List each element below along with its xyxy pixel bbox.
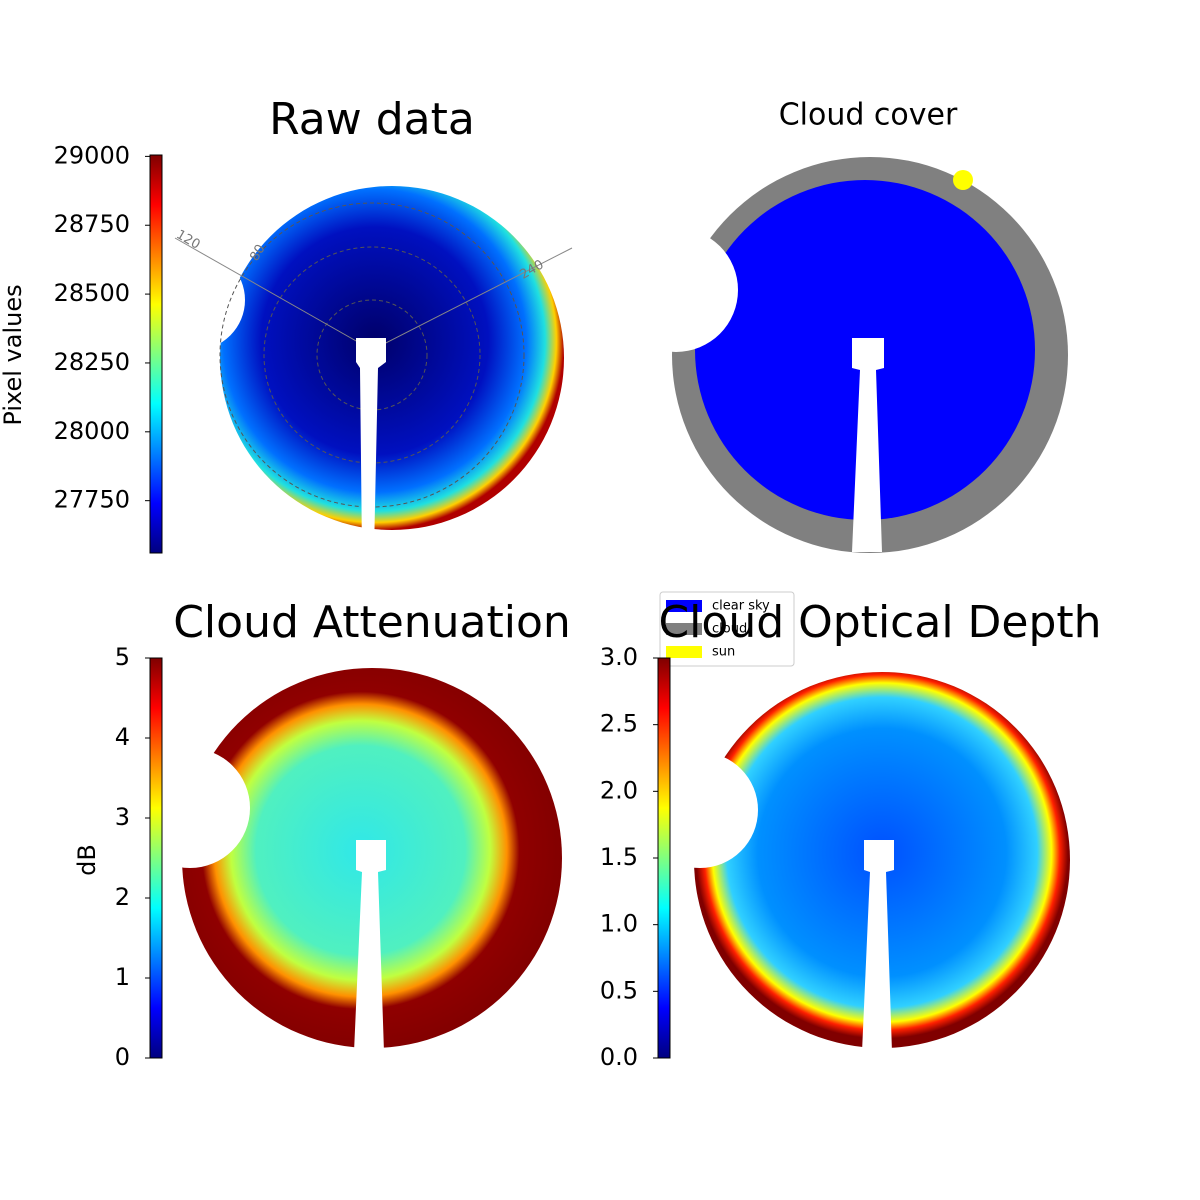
legend-swatch bbox=[666, 600, 702, 612]
colorbar-tick-label: 0.0 bbox=[600, 1043, 638, 1071]
colorbar-tick-label: 5 bbox=[115, 643, 130, 671]
colorbar-tick-label: 0.5 bbox=[600, 976, 638, 1004]
colorbar-tick-label: 27750 bbox=[54, 486, 130, 514]
colorbar-tick-label: 29000 bbox=[54, 141, 130, 169]
colorbar-tick-label: 2 bbox=[115, 883, 130, 911]
colorbar-tick-label: 2.5 bbox=[600, 710, 638, 738]
colorbar-tick-label: 28250 bbox=[54, 348, 130, 376]
colorbar-tick-label: 28500 bbox=[54, 279, 130, 307]
colorbar bbox=[657, 657, 671, 1059]
colorbar-label: dB bbox=[73, 844, 101, 876]
legend-label: clear sky bbox=[712, 599, 770, 614]
polar-annotation: 120 bbox=[173, 227, 202, 252]
legend-label: cloud bbox=[712, 622, 747, 637]
colorbar-tick-label: 28750 bbox=[54, 210, 130, 238]
panel-title: Cloud cover bbox=[779, 98, 958, 133]
colorbar-tick-label: 4 bbox=[115, 723, 130, 751]
colorbar bbox=[149, 154, 163, 554]
colorbar-tick-label: 2.0 bbox=[600, 776, 638, 804]
legend-swatch bbox=[666, 623, 702, 635]
colorbar-tick-label: 3 bbox=[115, 803, 130, 831]
attenuation-image bbox=[130, 668, 562, 1052]
legend-label: sun bbox=[712, 645, 735, 660]
colorbar-tick-label: 28000 bbox=[54, 417, 130, 445]
panel-title: Cloud Optical Depth bbox=[658, 597, 1101, 648]
polar-annotation: 80 bbox=[247, 242, 268, 264]
colorbar-tick-label: 1.5 bbox=[600, 843, 638, 871]
colorbar-label: Pixel values bbox=[0, 284, 27, 425]
optical-depth-image bbox=[642, 672, 1070, 1052]
colorbar-tick-label: 0 bbox=[115, 1043, 130, 1071]
sun-marker bbox=[953, 170, 973, 190]
colorbar-tick-label: 1.0 bbox=[600, 910, 638, 938]
panel-title: Cloud Attenuation bbox=[173, 597, 571, 648]
colorbar bbox=[149, 657, 163, 1059]
legend-swatch bbox=[666, 646, 702, 658]
cloud-cover-image bbox=[614, 157, 1068, 553]
colorbar-tick-label: 1 bbox=[115, 963, 130, 991]
raw-image bbox=[145, 186, 573, 552]
colorbar-tick-label: 3.0 bbox=[600, 643, 638, 671]
panel-title: Raw data bbox=[269, 94, 475, 145]
